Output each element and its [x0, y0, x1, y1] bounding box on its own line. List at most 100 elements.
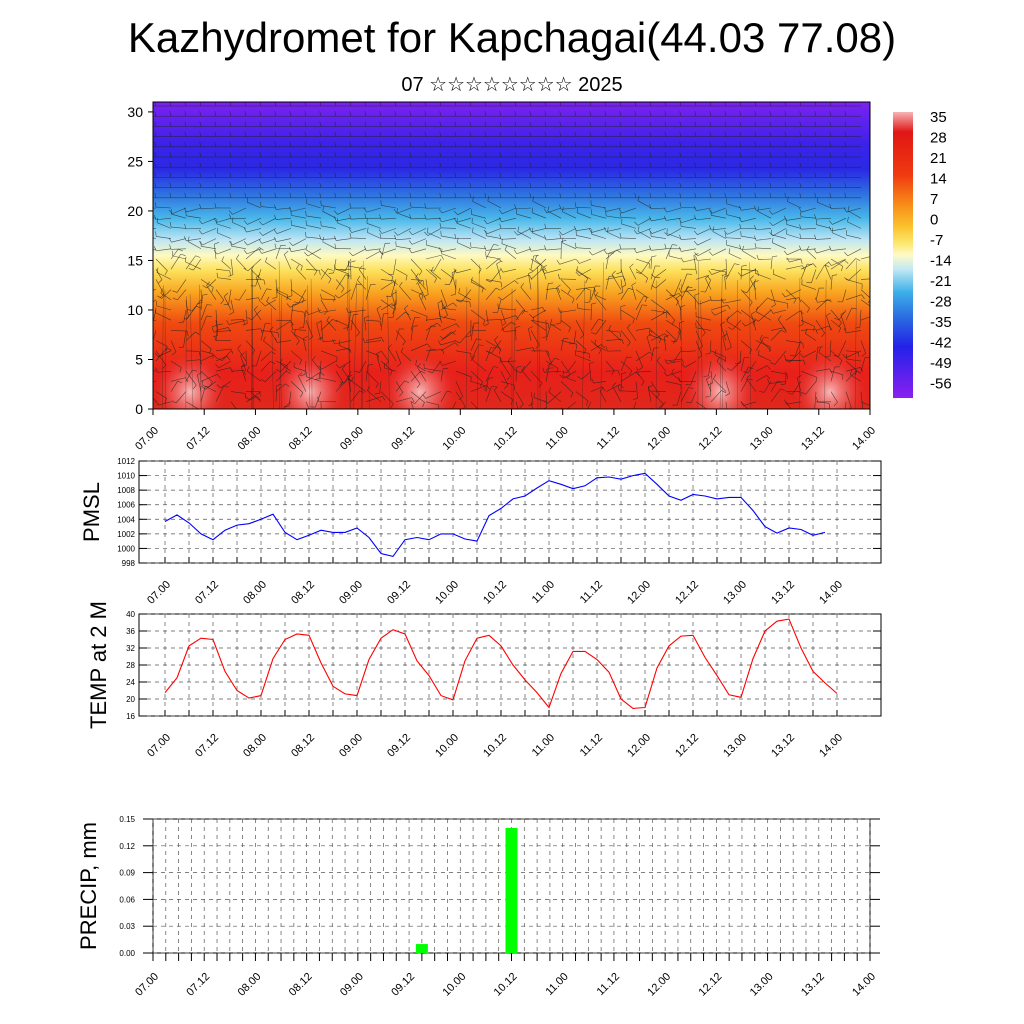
wind-barb: [847, 221, 862, 229]
wind-barb: [560, 319, 571, 328]
wind-barb: [666, 233, 682, 239]
colorbar-label: -7: [930, 232, 943, 249]
wind-barb: [336, 217, 352, 222]
wind-barb: [845, 367, 861, 372]
wind-barb-feather: [214, 162, 217, 168]
wind-barb: [545, 360, 559, 369]
wind-barb: [320, 319, 334, 331]
wind-barb-feather: [327, 268, 333, 271]
temp-ytick-label: 20: [126, 695, 135, 704]
wind-barb-feather: [784, 162, 787, 168]
wind-barb-feather: [709, 141, 712, 147]
wind-barb: [785, 401, 792, 409]
wind-barb-feather: [440, 255, 444, 260]
wind-barb: [323, 340, 337, 343]
wind-barb: [358, 269, 367, 280]
wind-barb: [786, 217, 802, 221]
wind-barb: [177, 289, 187, 301]
wind-barb: [306, 225, 322, 229]
wind-barb: [770, 388, 781, 402]
wind-barb-feather: [679, 320, 685, 324]
wind-barb-feather: [679, 182, 682, 188]
wind-barb-feather: [520, 282, 524, 288]
wind-barb: [530, 307, 543, 311]
temp-line: [164, 618, 838, 709]
wind-barb: [860, 316, 870, 321]
wind-barb-feather: [781, 292, 786, 298]
wind-barb: [801, 207, 817, 213]
heatmap-xtick-label: 11.12: [595, 425, 622, 452]
wind-barb: [156, 236, 172, 239]
wind-barb: [785, 265, 803, 270]
wind-barb-feather: [484, 152, 487, 158]
wind-barb: [322, 211, 337, 219]
wind-barb-feather: [153, 246, 157, 251]
wind-barb-feather: [814, 214, 817, 220]
wind-barb: [216, 223, 232, 229]
wind-barb-feather: [645, 277, 649, 283]
wind-barb-feather: [833, 355, 839, 357]
wind-barb-feather: [379, 192, 382, 198]
wind-barb-feather: [364, 102, 367, 107]
wind-barb-feather: [725, 393, 730, 397]
wind-barb-feather: [212, 324, 217, 328]
wind-barb-feather: [621, 372, 627, 374]
wind-barb-feather: [499, 192, 502, 198]
wind-barb: [690, 371, 697, 386]
wind-barb-feather: [184, 121, 187, 127]
wind-barb: [773, 273, 787, 280]
wind-barb-feather: [856, 370, 861, 374]
wind-barb: [663, 337, 667, 351]
wind-barb-feather: [439, 102, 442, 107]
wind-barb-feather: [291, 324, 293, 330]
wind-barb-feather: [769, 152, 772, 158]
wind-barb-feather: [499, 152, 502, 158]
wind-barb-feather: [679, 111, 682, 117]
wind-barb: [575, 340, 587, 350]
wind-barb-feather: [140, 224, 142, 229]
wind-barb-streak: [824, 279, 827, 409]
wind-barb-feather: [385, 361, 389, 366]
wind-barb: [440, 368, 444, 382]
wind-barb-feather: [315, 378, 321, 380]
wind-barb-feather: [787, 392, 793, 395]
wind-barb: [431, 271, 442, 280]
wind-barb: [805, 381, 817, 395]
wind-barb: [605, 275, 624, 280]
wind-barb-feather: [604, 192, 607, 198]
wind-barb-feather: [305, 244, 308, 250]
wind-barb: [801, 284, 817, 290]
wind-barb: [576, 235, 592, 239]
wind-barb: [238, 289, 247, 301]
wind-barb: [746, 279, 757, 293]
wind-barb-feather: [656, 356, 661, 362]
wind-barb-feather: [178, 346, 184, 348]
wind-barb-feather: [259, 192, 262, 198]
wind-barb: [262, 228, 277, 236]
wind-barb: [171, 213, 187, 219]
wind-barb: [770, 370, 788, 375]
wind-barb: [320, 268, 329, 280]
wind-barb-feather: [296, 340, 300, 346]
wind-barb: [156, 206, 172, 209]
wind-barb-feather: [220, 299, 224, 305]
precip-xtick-label: 09.00: [338, 971, 366, 999]
pmsl-xtick-label: 07.00: [145, 579, 173, 607]
wind-barb-feather: [724, 111, 727, 117]
precip-y-axis: 0.000.030.060.090.120.15: [119, 815, 880, 958]
wind-barb-feather: [664, 172, 667, 178]
wind-barb-feather: [799, 121, 802, 127]
wind-barb-feather: [593, 286, 596, 292]
wind-barb: [490, 269, 502, 283]
wind-barb-feather: [649, 131, 652, 137]
wind-barb-feather: [244, 172, 247, 178]
wind-barb: [411, 248, 427, 254]
wind-barb: [566, 401, 577, 409]
wind-barb: [693, 255, 697, 270]
wind-barb-feather: [617, 385, 620, 391]
wind-barb: [637, 200, 652, 209]
wind-barb: [712, 231, 727, 239]
wind-barb-feather: [424, 152, 427, 158]
wind-barb-feather: [514, 231, 518, 236]
wind-barb-feather: [379, 141, 382, 147]
